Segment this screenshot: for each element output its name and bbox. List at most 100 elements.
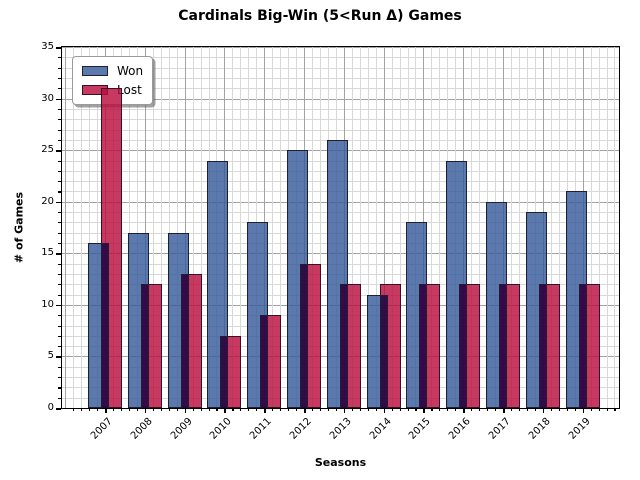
x-minor-tick bbox=[128, 408, 131, 411]
x-minor-tick bbox=[152, 408, 154, 411]
x-minor-tick bbox=[447, 408, 449, 411]
x-minor-tick bbox=[534, 408, 536, 411]
x-major-tick bbox=[542, 408, 545, 413]
y-minor-tick bbox=[58, 243, 61, 245]
y-minor-tick bbox=[58, 346, 61, 348]
x-minor-tick bbox=[550, 408, 552, 411]
x-minor-tick bbox=[256, 408, 258, 411]
x-minor-tick bbox=[208, 408, 210, 411]
minor-gridline-v bbox=[558, 47, 560, 408]
x-minor-tick bbox=[97, 408, 99, 411]
y-minor-tick bbox=[58, 377, 61, 379]
x-minor-tick bbox=[168, 408, 170, 411]
bars-layer bbox=[62, 47, 619, 408]
minor-gridline-v bbox=[399, 47, 401, 408]
y-tick-label: 0 bbox=[47, 402, 54, 413]
bar-overlap-2011 bbox=[260, 315, 269, 408]
y-minor-tick bbox=[58, 108, 61, 111]
bar-overlap-2014 bbox=[379, 294, 388, 408]
won-swatch-icon bbox=[82, 66, 108, 76]
minor-gridline-v bbox=[176, 47, 178, 408]
major-gridline-v bbox=[184, 47, 186, 408]
x-major-tick bbox=[463, 408, 465, 413]
y-major-tick bbox=[56, 253, 61, 255]
minor-gridline-v bbox=[240, 47, 242, 408]
bar-overlap-2017 bbox=[499, 284, 507, 408]
x-minor-tick bbox=[232, 408, 234, 411]
y-major-tick bbox=[56, 98, 61, 101]
x-minor-tick bbox=[415, 408, 417, 411]
minor-gridline-v bbox=[351, 47, 353, 408]
y-major-tick bbox=[56, 47, 61, 49]
x-minor-tick bbox=[113, 408, 115, 411]
y-axis-label: # of Games bbox=[12, 191, 26, 264]
major-gridline-v bbox=[65, 47, 67, 408]
x-minor-tick bbox=[479, 408, 481, 411]
minor-gridline-v bbox=[439, 47, 441, 408]
x-minor-tick bbox=[367, 408, 369, 411]
minor-gridline-v bbox=[160, 47, 162, 408]
minor-gridline-v bbox=[391, 47, 393, 408]
legend-label-won: Won bbox=[117, 64, 144, 78]
bar-overlap-2019 bbox=[578, 284, 587, 408]
y-tick-label: 30 bbox=[41, 92, 54, 104]
x-minor-tick bbox=[375, 408, 377, 411]
y-major-tick bbox=[56, 304, 61, 307]
x-minor-tick bbox=[280, 408, 282, 411]
x-minor-tick bbox=[487, 408, 489, 411]
x-minor-tick bbox=[431, 408, 433, 411]
x-minor-tick bbox=[407, 408, 409, 411]
minor-gridline-v bbox=[375, 47, 377, 408]
x-major-tick bbox=[582, 408, 585, 413]
y-major-tick bbox=[56, 356, 61, 358]
minor-gridline-v bbox=[614, 47, 616, 408]
y-minor-tick bbox=[58, 57, 61, 59]
x-major-tick bbox=[184, 408, 187, 413]
minor-gridline-h bbox=[62, 129, 619, 131]
bar-overlap-2016 bbox=[459, 284, 468, 408]
x-minor-tick bbox=[351, 408, 353, 411]
x-major-tick bbox=[144, 408, 147, 413]
bar-overlap-2012 bbox=[300, 263, 308, 408]
minor-gridline-v bbox=[511, 47, 512, 408]
y-minor-tick bbox=[58, 160, 61, 162]
x-minor-tick bbox=[391, 408, 393, 411]
x-minor-tick bbox=[439, 408, 441, 411]
y-minor-tick bbox=[58, 119, 61, 121]
minor-gridline-v bbox=[431, 47, 433, 408]
major-gridline-v bbox=[144, 47, 146, 408]
y-minor-tick bbox=[58, 191, 61, 193]
x-major-tick bbox=[343, 408, 346, 413]
bar-overlap-2018 bbox=[538, 284, 547, 408]
y-minor-tick bbox=[58, 263, 61, 265]
x-major-tick bbox=[224, 408, 226, 413]
y-minor-tick bbox=[58, 181, 61, 183]
y-minor-tick bbox=[58, 139, 61, 141]
x-minor-tick bbox=[160, 408, 162, 411]
bar-overlap-2007 bbox=[101, 243, 109, 408]
minor-gridline-v bbox=[192, 47, 194, 408]
minor-gridline-v bbox=[200, 47, 202, 408]
x-minor-tick bbox=[319, 408, 322, 411]
x-minor-tick bbox=[176, 408, 178, 411]
plot-area: Won Lost 0 5 10 15 20 25 30 35 2007 2008 2009 2010 2… bbox=[41, 41, 620, 442]
x-minor-tick bbox=[248, 408, 250, 411]
minor-gridline-v bbox=[128, 47, 130, 408]
bar-overlap-2013 bbox=[339, 284, 348, 408]
y-major-tick bbox=[56, 150, 61, 152]
x-minor-tick bbox=[590, 408, 592, 411]
minor-gridline-h bbox=[62, 119, 619, 121]
minor-gridline-v bbox=[518, 47, 520, 408]
x-major-tick bbox=[423, 408, 425, 413]
x-minor-tick bbox=[574, 408, 576, 411]
y-minor-tick bbox=[58, 232, 61, 234]
x-minor-tick bbox=[606, 408, 608, 411]
x-minor-tick bbox=[526, 408, 529, 411]
x-minor-tick bbox=[399, 408, 401, 411]
minor-gridline-v bbox=[152, 47, 154, 408]
x-minor-tick bbox=[359, 408, 361, 411]
y-minor-tick bbox=[58, 284, 61, 286]
y-minor-tick bbox=[58, 170, 61, 172]
minor-gridline-v bbox=[89, 47, 91, 408]
x-major-tick bbox=[503, 408, 505, 413]
